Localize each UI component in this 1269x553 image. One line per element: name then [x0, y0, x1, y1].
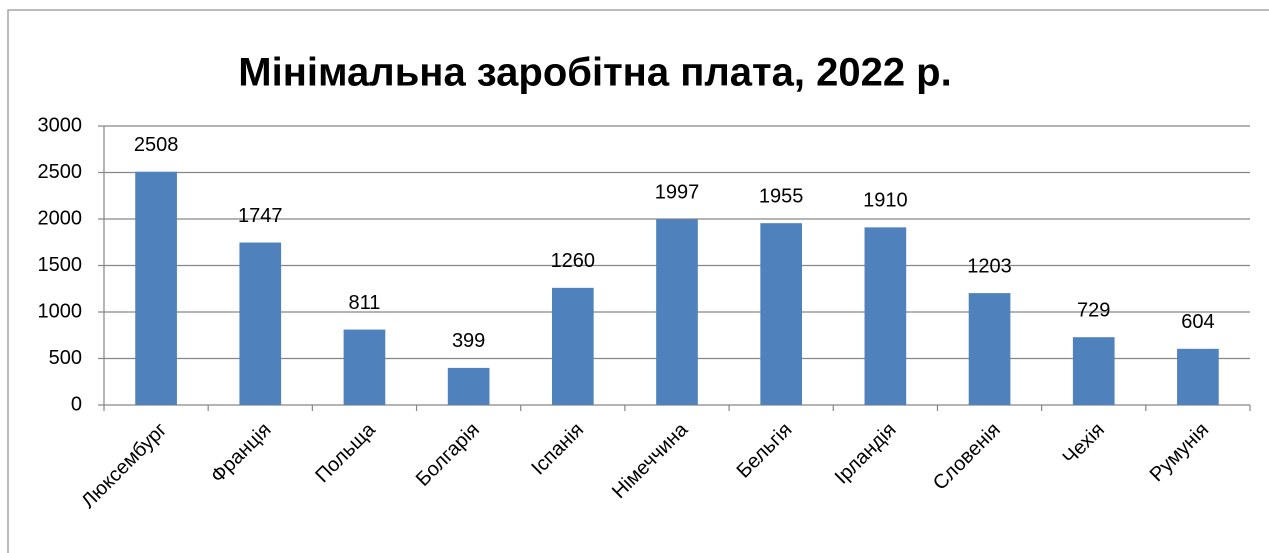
x-tick-label: Люксембург: [77, 419, 171, 513]
bar: [864, 227, 907, 405]
data-label: 604: [1181, 311, 1214, 333]
x-tick-label: Ірландія: [831, 419, 901, 489]
data-label: 1260: [551, 250, 596, 272]
bar: [1072, 337, 1115, 405]
x-tick-label: Іспанія: [527, 419, 588, 480]
data-label: 1203: [967, 255, 1012, 277]
x-tick-label: Чехія: [1059, 419, 1109, 469]
x-tick-label: Польща: [311, 418, 380, 487]
y-tick-label: 2500: [38, 161, 83, 183]
x-tick-label: Німеччина: [608, 418, 693, 503]
bar: [447, 367, 490, 405]
y-tick-label: 3000: [38, 114, 83, 136]
y-tick-label: 0: [71, 393, 82, 415]
bar: [551, 287, 594, 405]
bar: [135, 171, 177, 405]
bar: [760, 223, 803, 405]
data-label: 811: [349, 292, 381, 314]
data-label: 1910: [863, 190, 908, 212]
y-tick-label: 1000: [38, 300, 83, 322]
data-label: 1997: [655, 182, 700, 204]
x-tick-label: Франція: [207, 419, 276, 488]
x-tick-label: Словенія: [929, 419, 1005, 495]
data-label: 399: [452, 330, 485, 352]
chart-border: [7, 9, 1269, 553]
x-tick-label: Румунія: [1146, 419, 1213, 486]
y-tick-label: 1500: [38, 254, 83, 276]
data-label: 1955: [759, 185, 804, 207]
chart-title: Мінімальна заробітна плата, 2022 р.: [238, 51, 951, 95]
bar: [239, 242, 282, 405]
x-tick-label: Бельгія: [733, 419, 797, 483]
bar: [343, 329, 386, 405]
x-tick-label: Болгарія: [412, 419, 484, 491]
data-label: 729: [1077, 299, 1110, 321]
y-tick-label: 500: [49, 347, 82, 369]
data-label: 1747: [238, 205, 283, 227]
bar: [656, 219, 698, 405]
bar: [968, 293, 1011, 405]
bar: [1177, 348, 1219, 405]
data-label: 2508: [134, 134, 179, 156]
y-tick-label: 2000: [38, 207, 83, 229]
